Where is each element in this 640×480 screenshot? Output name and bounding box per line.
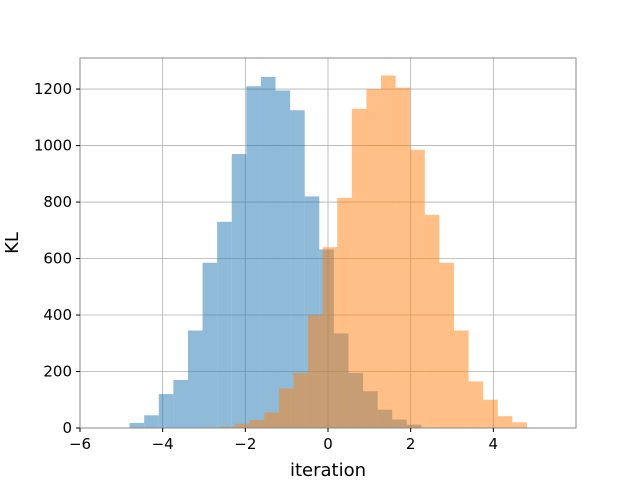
histogram-bar-series-2 [249, 420, 265, 428]
x-axis-title: iteration [290, 460, 366, 480]
histogram-bar-series-2 [453, 330, 469, 428]
histogram-bar-series-2 [410, 149, 425, 429]
x-tick-label: 0 [323, 435, 333, 453]
histogram-bar-series-2 [483, 399, 498, 428]
histogram-bar-series-1 [290, 110, 305, 429]
histogram-bar-series-2 [278, 388, 294, 428]
x-tick-label: −6 [69, 435, 91, 453]
histogram-bar-series-1 [144, 415, 159, 428]
x-tick-label: 2 [406, 435, 416, 453]
histogram-bar-series-1 [217, 221, 232, 428]
histogram-bar-series-2 [308, 315, 323, 428]
y-tick-label: 1000 [34, 137, 72, 155]
histogram-bar-series-2 [424, 214, 440, 428]
histogram-bar-series-1 [260, 76, 276, 428]
histogram-bar-series-2 [351, 108, 367, 428]
y-tick-label: 200 [43, 363, 72, 381]
histogram-bar-series-1 [158, 394, 174, 428]
histogram-bar-series-1 [202, 262, 218, 428]
histogram-bar-series-2 [512, 422, 527, 428]
y-axis-title: KL [2, 232, 23, 254]
histogram-bar-series-2 [395, 87, 411, 428]
y-tick-label: 400 [43, 306, 72, 324]
histogram-bar-series-1 [187, 330, 203, 428]
histogram-bar-series-2 [264, 412, 279, 428]
histogram-bar-series-2 [220, 426, 236, 428]
histogram-bar-series-2 [366, 89, 382, 429]
histogram-bar-series-2 [497, 416, 513, 428]
y-tick-label: 1200 [34, 80, 72, 98]
x-axis-ticks: −6 −4 −2 0 2 4 [69, 428, 498, 453]
histogram-bar-series-1 [246, 86, 261, 429]
y-tick-label: 800 [43, 193, 72, 211]
histogram-bar-series-1 [275, 90, 291, 428]
histogram-bar-series-2 [322, 247, 338, 428]
histogram-bar-series-2 [235, 423, 250, 428]
y-axis-ticks: 0 200 400 600 800 1000 1200 [34, 80, 80, 437]
histogram-bar-series-2 [468, 381, 484, 428]
histogram-bar-series-2 [337, 197, 352, 428]
histogram-bars [129, 75, 527, 429]
x-tick-label: −2 [234, 435, 256, 453]
histogram-bar-series-1 [231, 154, 247, 429]
y-tick-label: 0 [62, 419, 72, 437]
histogram-bar-series-1 [173, 379, 188, 428]
histogram-bar-series-2 [381, 75, 396, 429]
histogram-bar-series-1 [129, 422, 145, 428]
histogram-bar-series-2 [293, 372, 309, 428]
x-tick-label: −4 [152, 435, 174, 453]
x-tick-label: 4 [489, 435, 499, 453]
histogram-bar-series-2 [439, 262, 454, 428]
y-tick-label: 600 [43, 250, 72, 268]
